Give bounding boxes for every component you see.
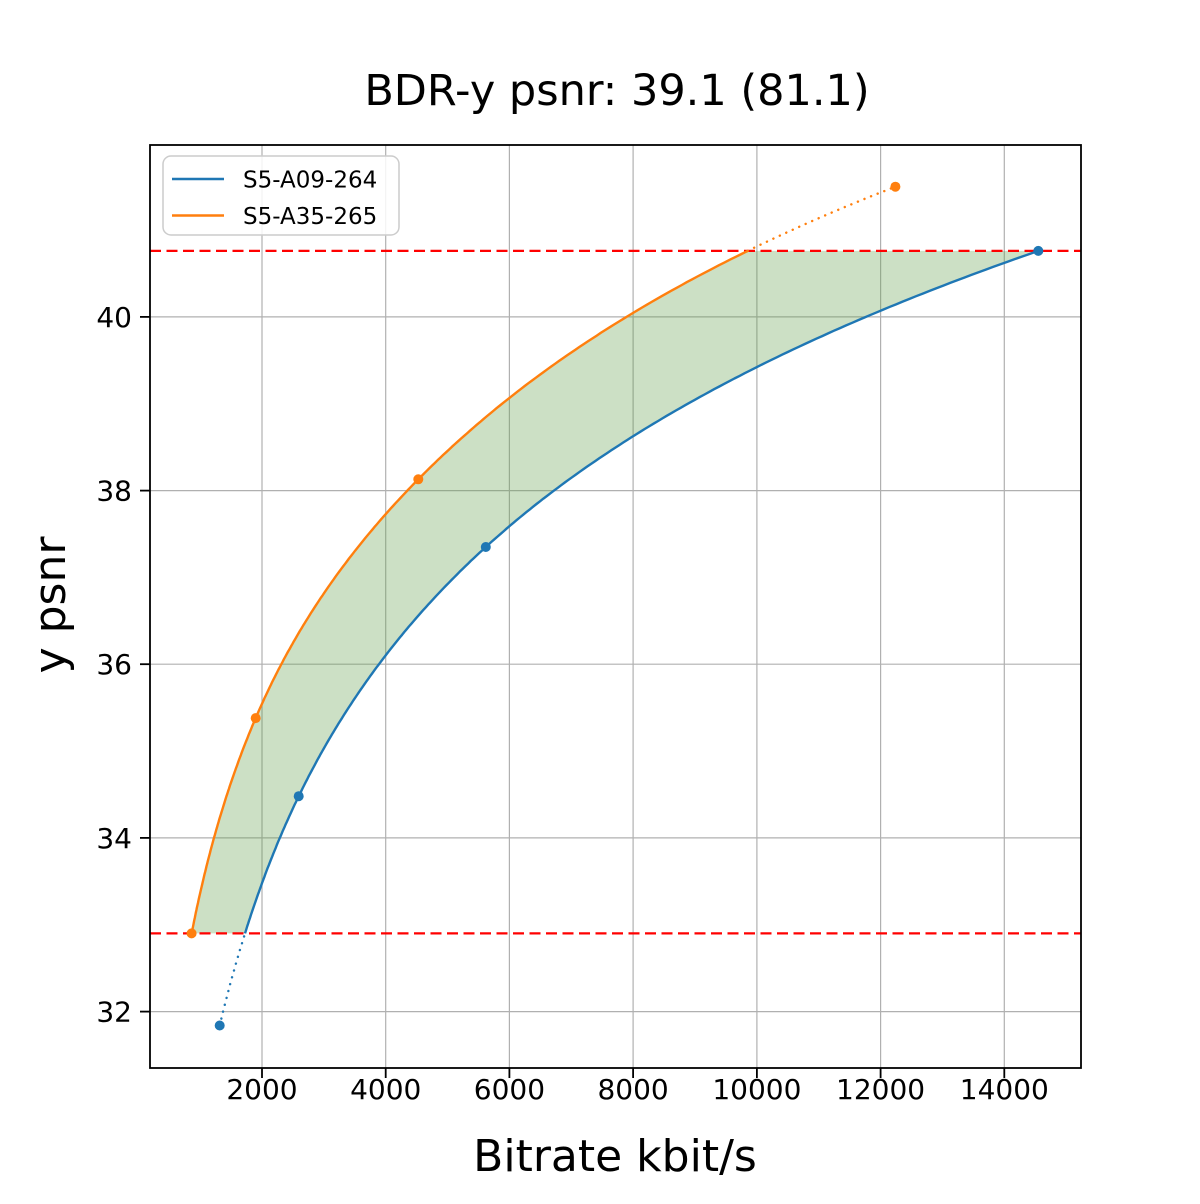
data-point-S5-A09-264 — [1033, 245, 1044, 256]
series-line-S5-A09-264 — [243, 249, 1039, 934]
bd-shaded-region — [191, 250, 1039, 934]
legend-entry: S5-A35-265 — [243, 204, 377, 230]
data-point-S5-A09-264 — [214, 1020, 225, 1031]
data-point-S5-A09-264 — [480, 542, 491, 552]
legend-entry: S5-A09-264 — [243, 168, 377, 194]
y-tick-label: 36 — [96, 648, 132, 681]
data-point-S5-A35-265 — [186, 928, 197, 939]
y-tick-label: 38 — [96, 475, 132, 508]
x-tick-label: 6000 — [474, 1073, 545, 1106]
series-dotted-S5-A35-265 — [746, 185, 897, 253]
data-point-S5-A09-264 — [293, 791, 304, 802]
x-tick-label: 2000 — [226, 1073, 297, 1106]
x-tick-label: 4000 — [350, 1073, 421, 1106]
chart-title: BDR-y psnr: 39.1 (81.1) — [364, 66, 869, 116]
y-tick-label: 40 — [96, 301, 132, 334]
data-point-S5-A35-265 — [890, 181, 901, 192]
plot-border — [149, 144, 1082, 1069]
x-tick-label: 10000 — [712, 1073, 801, 1106]
y-axis-label: y psnr — [25, 536, 76, 674]
x-tick-label: 14000 — [960, 1073, 1049, 1106]
y-tick-label: 32 — [96, 996, 132, 1029]
x-axis-label: Bitrate kbit/s — [473, 1131, 757, 1182]
data-point-S5-A35-265 — [250, 713, 261, 724]
series-line-S5-A35-265 — [190, 249, 749, 934]
data-point-S5-A35-265 — [413, 474, 424, 485]
x-tick-label: 8000 — [597, 1073, 668, 1106]
y-tick-label: 34 — [96, 822, 132, 855]
x-tick-label: 12000 — [836, 1073, 925, 1106]
